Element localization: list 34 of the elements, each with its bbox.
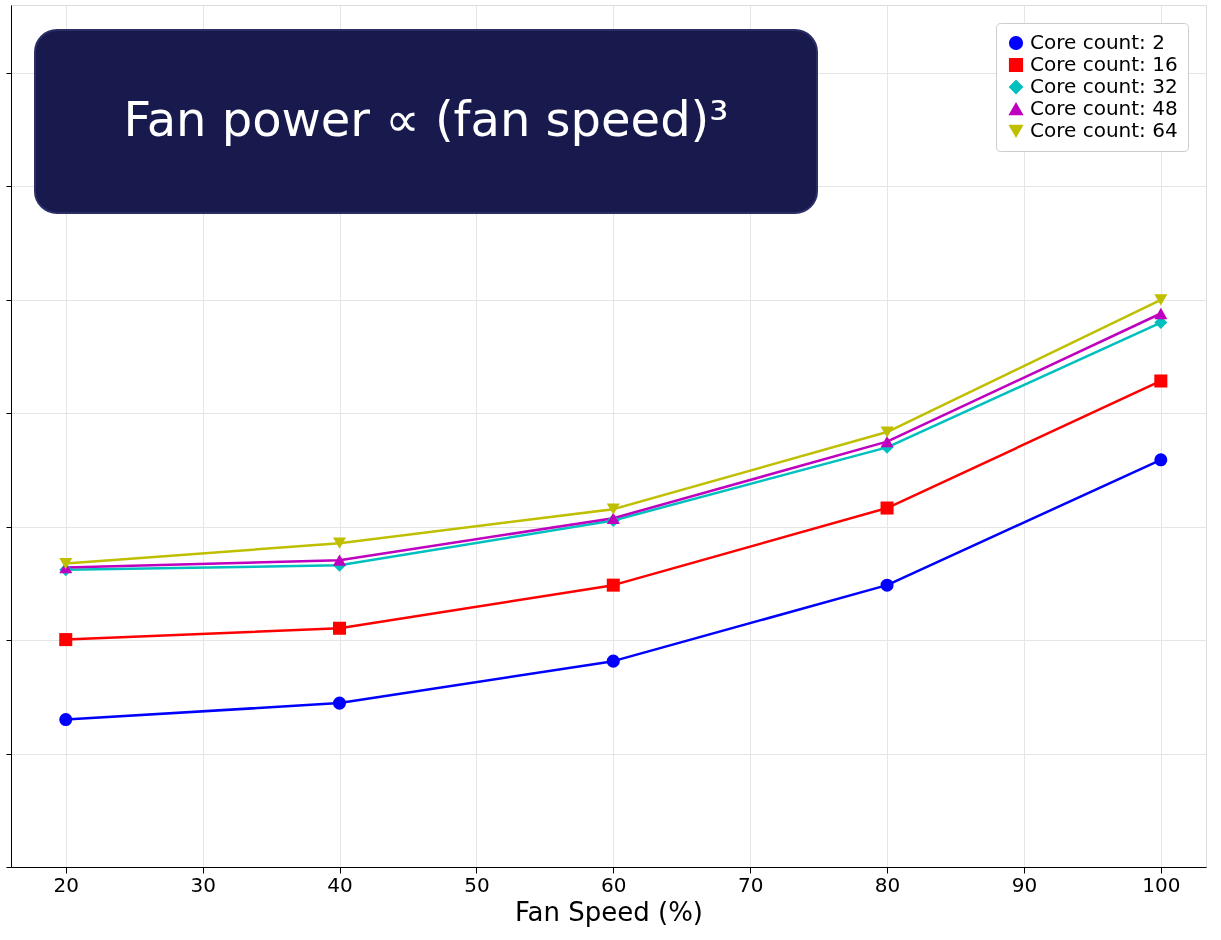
legend-label: Core count: 64 (1030, 118, 1178, 142)
x-tick-label: 90 (1011, 872, 1038, 897)
x-tick-label: 50 (464, 872, 490, 897)
text: Fan power ∝ (fan speed)³ (123, 91, 729, 147)
point (1154, 294, 1168, 306)
x-tick-label: 30 (190, 872, 216, 897)
x-tick-label: 60 (601, 872, 627, 897)
legend-label: Core count: 32 (1030, 74, 1178, 98)
point (59, 557, 73, 570)
point (333, 696, 347, 710)
point (1154, 453, 1168, 467)
x-tick-label: 20 (53, 872, 79, 897)
point (59, 633, 73, 647)
point (606, 578, 620, 592)
legend-label: Core count: 16 (1030, 52, 1178, 76)
point (880, 426, 894, 438)
point (1154, 307, 1168, 320)
point (880, 436, 894, 448)
point (606, 654, 620, 668)
point (333, 554, 347, 566)
point (606, 503, 620, 515)
x-tick-label: 100 (1142, 872, 1181, 897)
point (880, 578, 894, 592)
x-tick-label: 40 (327, 872, 353, 897)
point (1154, 374, 1168, 388)
point (333, 621, 347, 635)
point (880, 501, 894, 515)
legend-label: Core count: 48 (1030, 96, 1178, 120)
x-axis-title: Fan Speed (%) (514, 896, 704, 927)
legend-label: Core count: 2 (1030, 30, 1165, 54)
point (59, 713, 73, 727)
x-tick-label: 70 (737, 872, 764, 897)
x-tick-label: 80 (874, 872, 901, 897)
point (333, 537, 347, 549)
